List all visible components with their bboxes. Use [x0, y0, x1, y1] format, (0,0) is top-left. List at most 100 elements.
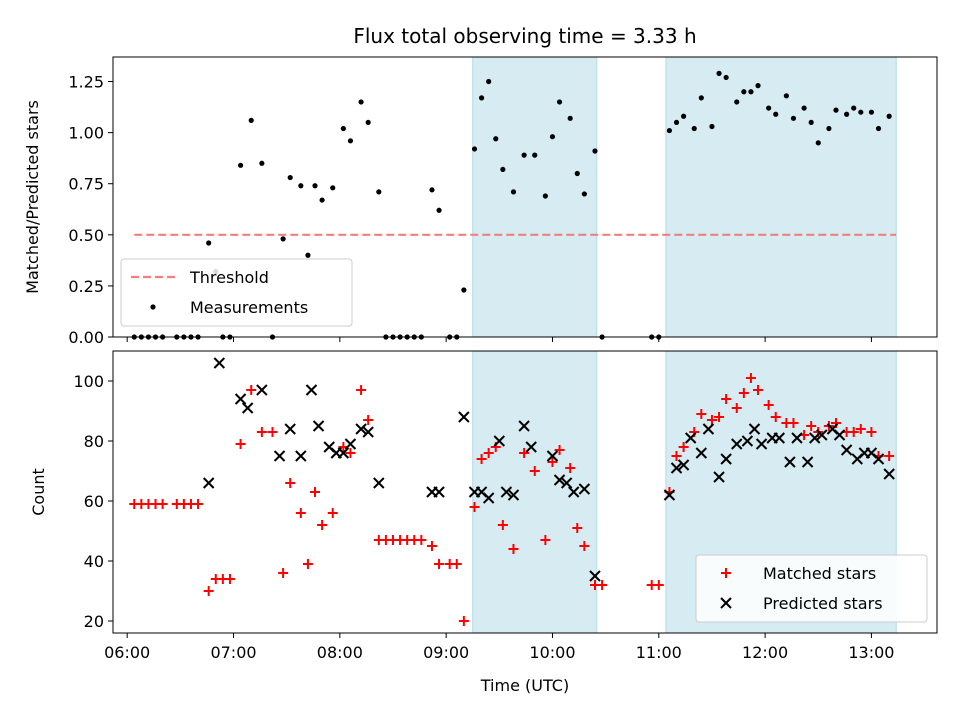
x-tick-label: 11:00 [636, 643, 682, 662]
measurement-point [461, 287, 467, 293]
matched-star-point [745, 373, 756, 383]
measurement-point [206, 240, 212, 246]
bottom-plot-frame [112, 350, 938, 634]
predicted-star-point [373, 477, 385, 489]
predicted-star-point [755, 438, 768, 450]
y-tick-label: 100 [73, 372, 104, 391]
measurement-point [826, 125, 832, 132]
measurement-point [567, 115, 573, 121]
matched-star-point [788, 418, 799, 428]
measurement-point [868, 109, 875, 115]
predicted-star-point [872, 453, 885, 465]
legend-matched-label: Matched stars [763, 564, 876, 583]
measurement-point [808, 119, 814, 126]
predicted-star-point [801, 456, 814, 468]
predicted-star-point [202, 477, 215, 489]
bottom-y-ticks: 20 40 60 80 100 [73, 372, 113, 631]
measurement-point [280, 236, 286, 242]
measurement-point [851, 105, 857, 111]
matched-star-point [193, 499, 204, 509]
matched-star-point [508, 544, 519, 554]
top-x-ticks [126, 337, 872, 342]
matched-star-point [653, 580, 664, 590]
measurement-point [259, 160, 265, 166]
measurement-point [716, 70, 722, 76]
predicted-star-point [684, 432, 697, 444]
measurement-point [801, 105, 807, 111]
matched-star-point [458, 616, 469, 626]
measurement-point [478, 95, 485, 101]
measurement-point [330, 185, 336, 191]
predicted-star-point [273, 450, 286, 462]
measurement-point [734, 99, 740, 105]
matched-star-point [519, 448, 530, 458]
bottom-x-ticks: 06:00 07:00 08:00 09:00 10:00 11:00 12:00 13:00 [104, 633, 894, 662]
predicted-star-point [720, 453, 732, 465]
predicted-star-point [840, 444, 853, 456]
top-y-axis-label: Matched/Predicted stars [23, 100, 42, 294]
predicted-star-point [589, 570, 601, 582]
predicted-star-point [560, 477, 573, 489]
chart-title: Flux total observing time = 3.33 h [353, 24, 696, 48]
measurement-point [773, 111, 779, 117]
measurement-point [436, 207, 442, 213]
matched-star-point [302, 559, 313, 569]
matched-star-point [579, 541, 590, 551]
measurement-point [556, 99, 563, 105]
measurement-point [305, 252, 311, 258]
measurement-point [510, 189, 517, 195]
predicted-star-point [256, 384, 268, 396]
legend-box [695, 554, 928, 623]
predicted-star-point [578, 483, 591, 495]
predicted-star-point [213, 357, 226, 369]
predicted-star-point [773, 432, 785, 444]
count-points [129, 357, 895, 626]
matched-star-point [848, 427, 859, 437]
measurement-point [783, 93, 789, 99]
matched-star-point [157, 499, 168, 509]
matched-star-point [295, 508, 306, 518]
matched-star-point [203, 586, 214, 596]
predicted-star-point [695, 447, 708, 459]
predicted-star-point [525, 441, 537, 453]
measurement-point [493, 136, 499, 142]
measurement-point [698, 95, 704, 101]
y-tick-label: 0.25 [68, 277, 104, 296]
measurement-point [815, 140, 821, 146]
top-shaded-regions [472, 56, 897, 338]
measurement-point [755, 83, 761, 89]
predicted-star-point [284, 423, 296, 435]
x-tick-label: 08:00 [317, 643, 363, 662]
predicted-star-point [791, 432, 803, 444]
matched-star-point [565, 463, 576, 473]
observing-interval [472, 56, 598, 338]
predicted-star-point [355, 423, 367, 435]
matched-star-point [497, 520, 508, 530]
measurement-point [741, 89, 747, 95]
matched-star-point [714, 412, 725, 422]
matched-star-point [721, 394, 732, 404]
matched-star-point [451, 559, 462, 569]
measurement-point [886, 113, 892, 119]
y-tick-label: 0.50 [68, 226, 104, 245]
predicted-star-point [553, 474, 566, 486]
matched-star-point [540, 535, 551, 545]
measurement-point [709, 123, 715, 130]
predicted-star-point [344, 438, 357, 450]
matched-star-point [416, 535, 427, 545]
matched-star-point [884, 451, 895, 461]
x-tick-label: 12:00 [742, 643, 788, 662]
predicted-star-point [670, 462, 683, 474]
matched-star-point [738, 388, 749, 398]
y-tick-label: 80 [84, 432, 104, 451]
matched-star-point [224, 574, 235, 584]
predicted-star-point [748, 423, 761, 435]
matched-star-point [426, 541, 437, 551]
predicted-star-point [702, 423, 715, 435]
predicted-star-point [305, 384, 318, 396]
matched-star-point [278, 568, 289, 578]
x-tick-label: 07:00 [210, 643, 256, 662]
matched-star-point [476, 454, 487, 464]
observing-interval [472, 350, 598, 634]
measurement-point [521, 152, 527, 158]
